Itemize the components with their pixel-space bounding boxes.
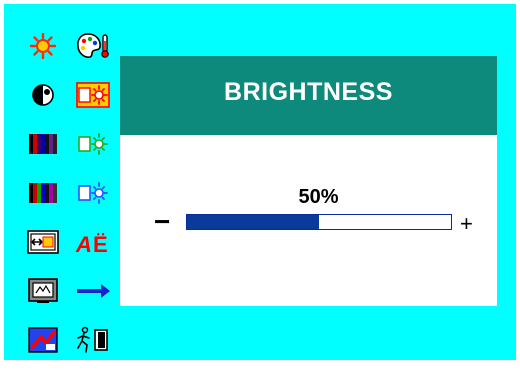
language-icon[interactable]: A Ë [72, 226, 114, 258]
osd-icon-menu: A Ë [22, 30, 114, 373]
color-bars-multi-icon[interactable] [22, 177, 64, 209]
osd-menu: A Ë [4, 4, 516, 360]
brightness-box-highlight-icon[interactable] [72, 79, 114, 111]
next-arrow-icon[interactable] [72, 275, 114, 307]
svg-text:A: A [75, 232, 92, 256]
auto-adjust-icon[interactable] [22, 324, 64, 356]
panel-header: BRIGHTNESS [120, 56, 497, 135]
brightness-panel: BRIGHTNESS 50% − + [120, 56, 497, 306]
brightness-slider-fill [187, 215, 319, 229]
contrast-icon[interactable] [22, 79, 64, 111]
brightness-blue-icon[interactable] [72, 177, 114, 209]
brightness-slider[interactable] [186, 214, 452, 230]
svg-text:Ë: Ë [93, 232, 108, 256]
brightness-green-icon[interactable] [72, 128, 114, 160]
panel-title: BRIGHTNESS [224, 78, 393, 106]
color-bars-red-icon[interactable] [22, 128, 64, 160]
exit-icon[interactable] [72, 324, 114, 356]
color-temperature-icon[interactable] [72, 30, 114, 62]
brightness-sun-icon[interactable] [22, 30, 64, 62]
monitor-osd-frame: A Ë [4, 4, 516, 360]
screen-position-icon[interactable] [22, 275, 64, 307]
decrease-button[interactable]: − [154, 206, 171, 237]
brightness-value: 50% [298, 186, 339, 208]
increase-button[interactable]: + [460, 211, 473, 236]
horizontal-size-icon[interactable] [22, 226, 64, 258]
